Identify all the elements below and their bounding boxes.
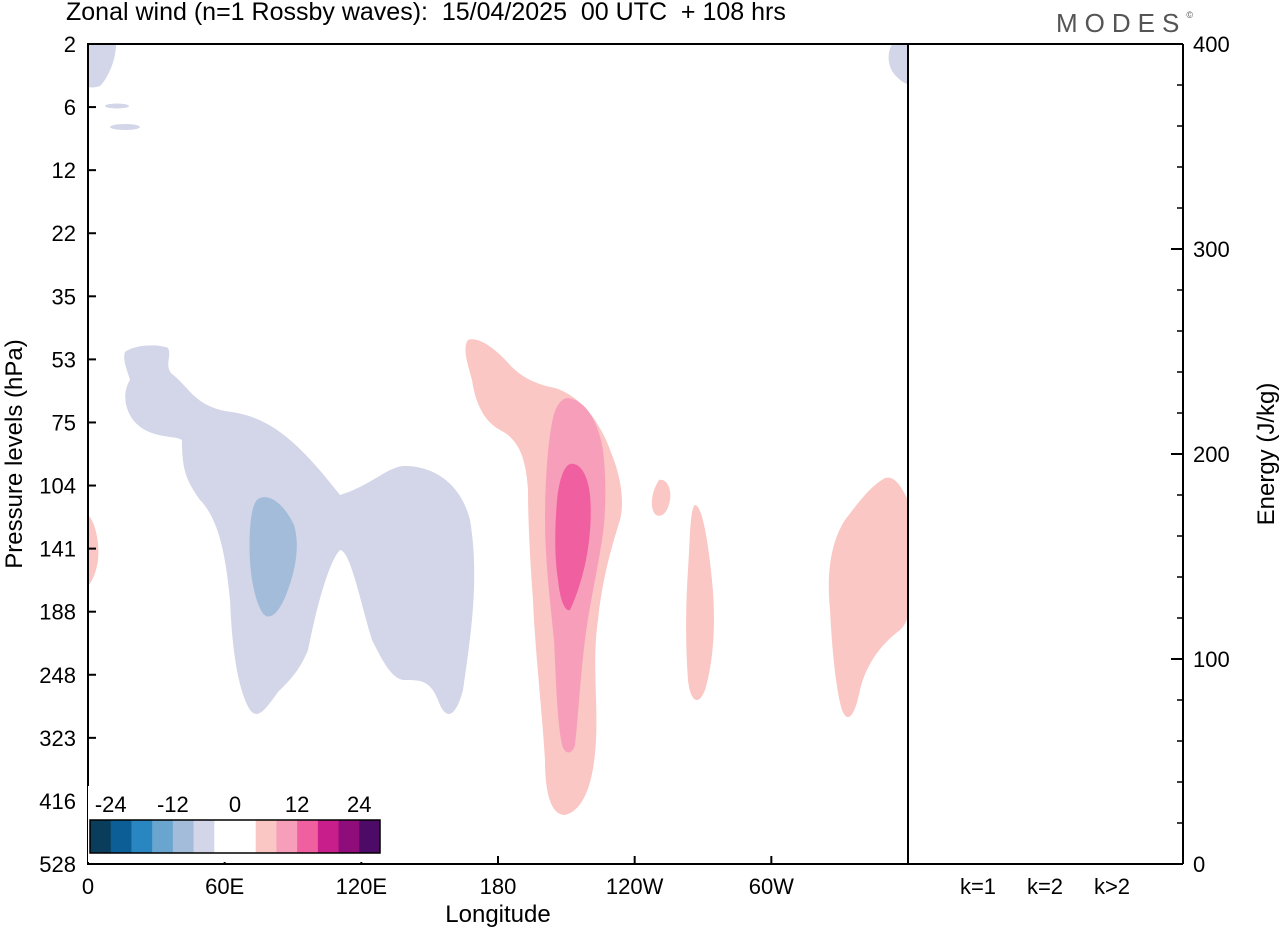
y-tick-label: 104 (39, 474, 76, 499)
contour-negative-core (249, 497, 297, 617)
brand-mark: © (1186, 10, 1193, 20)
energy-bar (1090, 863, 1134, 865)
y-tick-label: 248 (39, 663, 76, 688)
contour-negative-large (124, 345, 475, 714)
energy-tick-label: 0 (1193, 852, 1205, 877)
colorbar-swatch (297, 820, 319, 853)
colorbar-swatch (317, 820, 340, 853)
y-tick-label: 35 (52, 284, 76, 309)
contour-positive-leftedge (88, 515, 99, 585)
x-tick-label: 120E (336, 874, 387, 899)
colorbar-swatch (172, 820, 195, 853)
x-tick-label: 120W (606, 874, 664, 899)
contour-field (88, 44, 908, 815)
y-axis-ticks: 2 6 12 22 35 53 75 104 141 188 248 323 416 528 (39, 32, 96, 877)
colorbar-swatch (90, 820, 112, 853)
y-tick-label: 6 (64, 95, 76, 120)
y-tick-label: 141 (39, 537, 76, 562)
energy-bar (1023, 863, 1067, 865)
energy-tick-label: 400 (1193, 32, 1230, 57)
colorbar-swatch (276, 820, 298, 853)
colorbar-swatch (359, 820, 381, 853)
energy-tick-label: 100 (1193, 647, 1230, 672)
x-tick-label: 0 (82, 874, 94, 899)
colorbar-label: 24 (347, 792, 371, 817)
x-tick-label: 180 (480, 874, 517, 899)
energy-axis-title: Energy (J/kg) (1253, 383, 1280, 526)
y-tick-label: 323 (39, 726, 76, 751)
x-tick-label: 60W (749, 874, 794, 899)
energy-tick-label: 200 (1193, 442, 1230, 467)
contour-positive-main (465, 339, 623, 815)
y-tick-label: 53 (52, 347, 76, 372)
energy-axis-ticks: 0 100 200 300 400 (1171, 32, 1230, 877)
brand-text: MODES (1056, 8, 1187, 38)
x-tick-label: 60E (205, 874, 244, 899)
y-tick-label: 528 (39, 852, 76, 877)
y-tick-label: 2 (64, 32, 76, 57)
colorbar-swatch (131, 820, 153, 853)
contour-negative-fleck-2 (110, 124, 140, 130)
energy-category-label: k=2 (1027, 874, 1063, 899)
contour-positive-blob-a (651, 479, 671, 516)
contour-positive-blob-b (686, 505, 714, 701)
colorbar-swatch (235, 820, 257, 853)
contour-negative-topright (888, 44, 908, 84)
y-tick-label: 12 (52, 158, 76, 183)
energy-tick-label: 300 (1193, 237, 1230, 262)
colorbar-label: -12 (157, 792, 189, 817)
colorbar-swatch (255, 820, 277, 853)
colorbar-swatch (152, 820, 174, 853)
colorbar-frame (89, 819, 381, 854)
brand-logo: MODES© (1056, 8, 1193, 39)
x-axis-title: Longitude (445, 901, 550, 928)
energy-category-label: k=1 (960, 874, 996, 899)
colorbar-swatch (193, 820, 215, 853)
y-tick-label: 416 (39, 789, 76, 814)
x-axis-ticks: 0 60E 120E 180 120W 60W (82, 856, 794, 899)
contour-positive-core (555, 463, 591, 611)
colorbar-label: -24 (95, 792, 127, 817)
contour-positive-east (828, 477, 908, 718)
colorbar: -24 -12 0 12 24 (88, 786, 382, 862)
energy-category-label: k>2 (1094, 874, 1130, 899)
y-tick-label: 75 (52, 410, 76, 435)
colorbar-label: 0 (229, 792, 241, 817)
colorbar-swatch (338, 820, 360, 853)
colorbar-label: 12 (285, 792, 309, 817)
contour-negative-fleck-1 (105, 103, 129, 109)
energy-bars: k=1 k=2 k>2 (956, 863, 1134, 899)
colorbar-swatch (214, 820, 236, 853)
energy-bar (956, 863, 1000, 865)
y-tick-label: 22 (52, 221, 76, 246)
y-tick-label: 188 (39, 600, 76, 625)
y-axis-title: Pressure levels (hPa) (1, 339, 28, 568)
contour-negative-topleft (88, 44, 116, 88)
colorbar-swatch (110, 820, 132, 853)
chart-title: Zonal wind (n=1 Rossby waves): 15/04/202… (66, 0, 786, 26)
